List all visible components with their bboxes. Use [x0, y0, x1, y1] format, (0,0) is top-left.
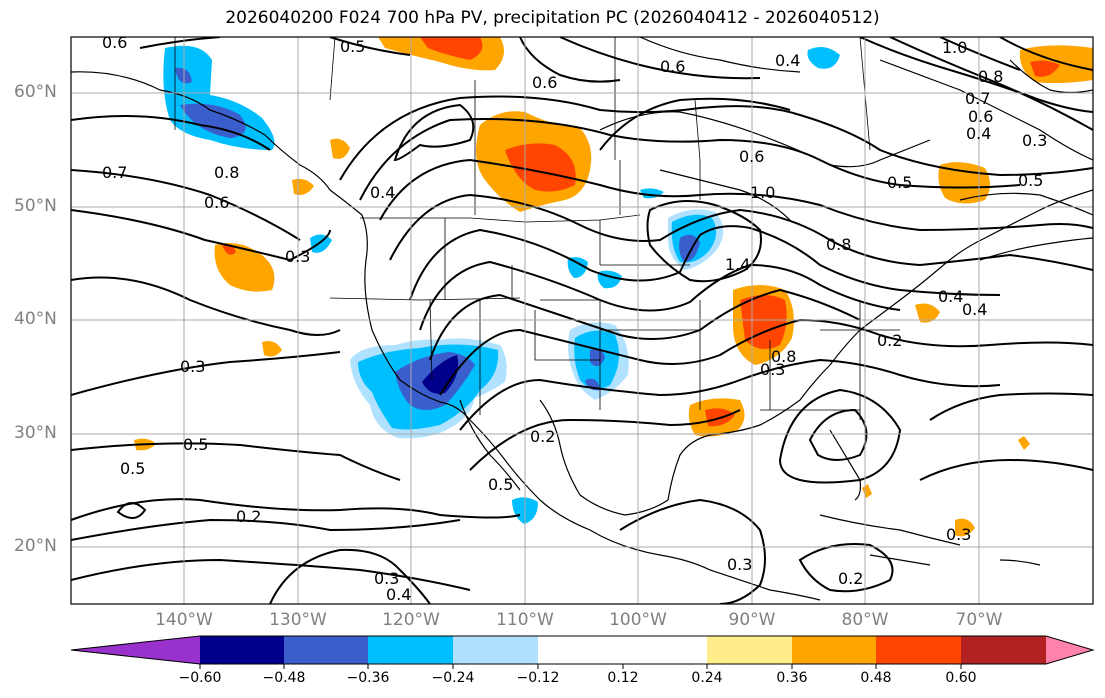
contour-label: 0.4	[962, 300, 987, 319]
contour-label: 0.3	[374, 569, 399, 588]
contour-label: 0.4	[966, 124, 991, 143]
colorbar-segment	[538, 636, 707, 664]
contour-label: 0.3	[1022, 131, 1047, 150]
contour-label: 0.8	[771, 347, 796, 366]
contour-label: 0.8	[826, 235, 851, 254]
contour-label: 0.3	[760, 360, 785, 379]
colorbar-tick-label: −0.24	[431, 670, 475, 686]
contour-label: 0.2	[236, 507, 261, 526]
contour-label: 1.0	[942, 38, 967, 57]
precip-negative-area	[175, 67, 246, 138]
contour-label: 0.6	[968, 107, 993, 126]
colorbar-segment	[876, 636, 961, 664]
map-frame	[70, 36, 1094, 605]
colorbar-tick-label: −0.12	[516, 670, 560, 686]
contour-label: 0.5	[488, 475, 513, 494]
contour-label: 0.5	[120, 459, 145, 478]
lon-label: 130°W	[269, 610, 327, 630]
contour-label: 0.8	[978, 67, 1003, 86]
contour-label: 0.6	[102, 33, 127, 52]
contour-label: 0.3	[180, 357, 205, 376]
contour-label: 0.5	[183, 435, 208, 454]
colorbar	[70, 635, 1095, 669]
lon-label: 100°W	[609, 610, 667, 630]
contour-label: 0.6	[204, 193, 229, 212]
contour-label: 0.6	[739, 147, 764, 166]
map-content: 0.6 0.5 0.6 0.6 0.4 1.0 0.8 0.7 0.3 0.7 …	[71, 33, 1093, 604]
precip-positive-area	[1030, 60, 1060, 77]
colorbar-segment	[707, 636, 792, 664]
lat-label: 60°N	[14, 82, 57, 102]
colorbar-tick-label: −0.36	[346, 670, 390, 686]
contour-label: 0.6	[532, 73, 557, 92]
contour-label: 0.4	[938, 287, 963, 306]
lon-label: 110°W	[496, 610, 554, 630]
precip-negative-area	[310, 188, 664, 524]
colorbar-segment	[453, 636, 538, 664]
pv-contours	[71, 37, 1093, 604]
colorbar-tick-label: 0.24	[691, 670, 723, 686]
graticule	[71, 37, 1093, 604]
contour-label: 0.2	[877, 331, 902, 350]
lon-label: 70°W	[955, 610, 1003, 630]
contour-labels: 0.6 0.5 0.6 0.6 0.4 1.0 0.8 0.7 0.3 0.7 …	[102, 33, 1047, 604]
lat-label: 30°N	[14, 423, 57, 443]
contour-label: 0.3	[727, 555, 752, 574]
colorbar-segment	[961, 636, 1046, 664]
contour-label: 0.3	[285, 247, 310, 266]
contour-label: 1.4	[725, 255, 750, 274]
lat-label: 50°N	[14, 196, 57, 216]
contour-label: 0.4	[386, 585, 411, 604]
colorbar-tick-label: −0.48	[262, 670, 306, 686]
colorbar-tick-label: 0.12	[607, 670, 639, 686]
colorbar-tick-label: 0.60	[945, 670, 977, 686]
lon-label: 90°W	[728, 610, 776, 630]
lat-label: 20°N	[14, 536, 57, 556]
lon-label: 80°W	[841, 610, 889, 630]
contour-label: 0.6	[660, 57, 685, 76]
precip-positive-area	[505, 143, 576, 192]
precip-negative-area	[422, 355, 459, 394]
colorbar-tick-label: 0.36	[776, 670, 808, 686]
colorbar-segment	[792, 636, 876, 664]
precip-positive-area	[214, 242, 275, 292]
contour-label: 0.2	[838, 569, 863, 588]
contour-label: 0.4	[370, 183, 395, 202]
colorbar-extend-high	[1046, 636, 1093, 664]
contour-label: 0.5	[1018, 171, 1043, 190]
lat-label: 40°N	[14, 309, 57, 329]
contour-label: 0.4	[775, 51, 800, 70]
colorbar-segment	[200, 636, 284, 664]
contour-label: 0.8	[214, 163, 239, 182]
lon-label: 120°W	[382, 610, 440, 630]
colorbar-extend-low	[71, 636, 200, 664]
colorbar-segment	[284, 636, 368, 664]
contour-label: 0.2	[530, 427, 555, 446]
colorbar-tick-label: −0.60	[178, 670, 222, 686]
contour-label: 0.7	[965, 89, 990, 108]
contour-label: 1.0	[750, 183, 775, 202]
contour-label: 0.3	[946, 525, 971, 544]
contour-label: 0.5	[340, 37, 365, 56]
lon-label: 140°W	[155, 610, 213, 630]
colorbar-tick-label: 0.48	[860, 670, 892, 686]
map-title: 2026040200 F024 700 hPa PV, precipitatio…	[225, 8, 880, 28]
precip-positive-area	[420, 37, 483, 60]
contour-label: 0.5	[887, 173, 912, 192]
contour-label: 0.7	[102, 163, 127, 182]
precip-negative-area	[807, 46, 840, 69]
colorbar-segment	[368, 636, 453, 664]
